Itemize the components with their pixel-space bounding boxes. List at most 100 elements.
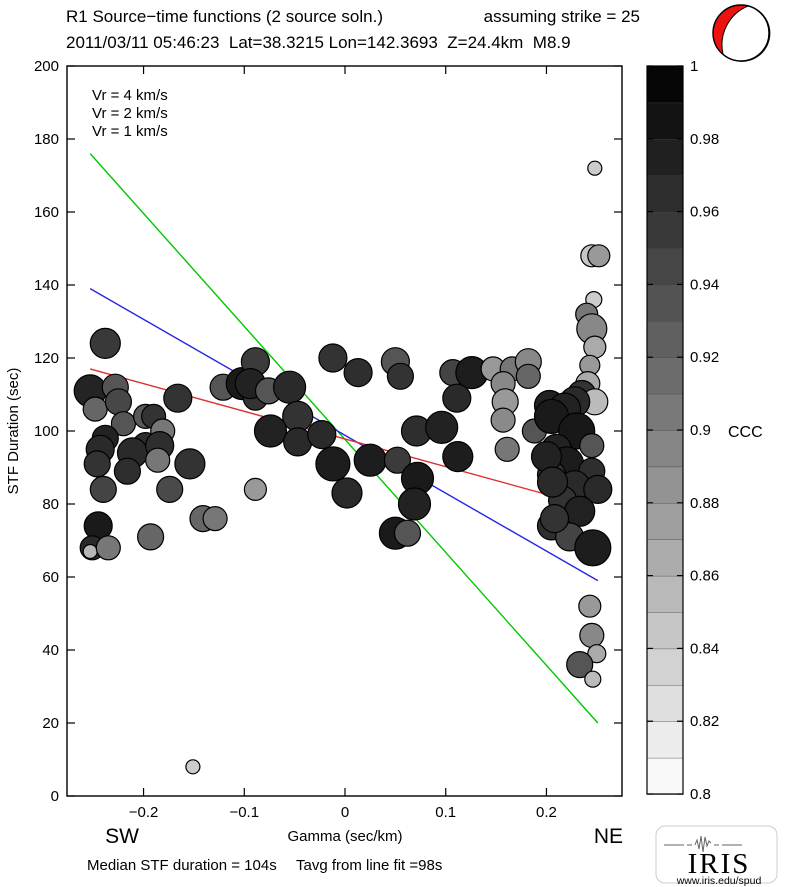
colorbar-bin: [646, 721, 684, 759]
y-tick-label: 100: [34, 423, 59, 440]
scatter-point: [579, 433, 605, 459]
iris-logo: IRIS www.iris.edu/spud: [655, 825, 778, 887]
colorbar-bin: [646, 757, 684, 795]
y-tick-label: 140: [34, 277, 59, 294]
scatter-point: [386, 362, 414, 390]
colorbar-tick-label: 1: [690, 58, 698, 75]
colorbar-tick-label: 0.88: [690, 495, 719, 512]
scatter-point: [95, 535, 121, 561]
scatter-point: [145, 447, 171, 473]
chart-title: R1 Source−time functions (2 source soln.…: [66, 7, 383, 26]
colorbar-bin: [646, 284, 684, 322]
scatter-point: [442, 441, 474, 473]
scatter-point: [587, 160, 603, 176]
scatter-point: [425, 410, 459, 444]
y-tick-label: 120: [34, 350, 59, 367]
ne-annotation: NE: [594, 825, 623, 848]
scatter-point: [185, 759, 201, 775]
footer-median-stat: Median STF duration = 104s: [87, 857, 277, 874]
scatter-point: [82, 396, 108, 422]
colorbar-bin: [646, 429, 684, 468]
scatter-point: [273, 370, 307, 404]
colorbar-bin: [646, 648, 684, 686]
y-tick-label: 0: [51, 788, 59, 805]
scatter-point: [566, 650, 594, 679]
colorbar-bin: [646, 539, 684, 577]
scatter-point: [574, 529, 612, 567]
scatter-point: [530, 441, 563, 473]
beachball-icon: [712, 4, 771, 62]
colorbar-bin: [646, 247, 684, 286]
y-tick-label: 80: [42, 496, 59, 513]
scatter-point: [163, 383, 193, 413]
chart-title-right: assuming strike = 25: [484, 7, 640, 26]
scatter-point: [583, 335, 607, 359]
scatter-point: [156, 475, 184, 503]
colorbar-tick-label: 0.8: [690, 786, 711, 803]
scatter-point: [490, 407, 516, 433]
colorbar-bin: [646, 357, 684, 395]
scatter-point: [587, 244, 611, 268]
legend-entry: Vr = 2 km/s: [92, 105, 168, 122]
colorbar-bin: [646, 65, 684, 104]
scatter-point: [331, 477, 363, 509]
colorbar-tick-label: 0.9: [690, 422, 711, 439]
scatter-point: [579, 622, 605, 649]
scatter-point: [83, 450, 111, 478]
scatter-point: [584, 670, 602, 688]
y-axis-label: STF Duration (sec): [5, 368, 22, 495]
colorbar-bin: [646, 684, 684, 722]
scatter-point: [343, 358, 373, 388]
scatter-point: [282, 400, 314, 432]
scatter-point: [113, 457, 142, 485]
sw-annotation: SW: [105, 825, 139, 848]
scatter-point: [578, 594, 602, 618]
colorbar-bin: [646, 174, 684, 213]
colorbar-bin: [646, 102, 684, 140]
x-tick-label: 0.1: [435, 804, 456, 821]
scatter-point: [353, 443, 387, 477]
colorbar-tick-label: 0.94: [690, 276, 719, 293]
colorbar-bin: [646, 502, 684, 540]
scatter-point: [515, 363, 541, 389]
seismogram-icon: [664, 835, 742, 853]
scatter-point: [137, 523, 165, 551]
scatter-point: [494, 436, 520, 462]
scatter-point: [383, 446, 411, 474]
scatter-point: [174, 448, 206, 480]
x-tick-label: 0: [341, 804, 349, 821]
x-tick-label: 0.2: [536, 804, 557, 821]
iris-logo-url: www.iris.edu/spud: [676, 875, 762, 887]
colorbar-tick-label: 0.84: [690, 640, 719, 657]
scatter-point: [89, 327, 121, 359]
colorbar-bin: [646, 466, 684, 504]
scatter-point: [243, 477, 267, 501]
colorbar-tick-label: 0.82: [690, 713, 719, 730]
scatter-point: [583, 474, 613, 504]
footer-tavg-stat: Tavg from line fit =98s: [296, 857, 442, 874]
colorbar-bin: [646, 393, 684, 431]
colorbar-bin: [646, 575, 684, 613]
scatter-point: [253, 414, 288, 448]
scatter-point: [315, 446, 351, 482]
scatter-point: [318, 343, 348, 373]
y-tick-label: 200: [34, 58, 59, 75]
legend-entry: Vr = 4 km/s: [92, 87, 168, 104]
colorbar-bin: [646, 611, 684, 650]
scatter-point: [104, 388, 133, 416]
colorbar-tick-label: 0.96: [690, 204, 719, 221]
scatter-point: [442, 383, 472, 413]
scatter-point: [202, 505, 228, 532]
scatter-point: [536, 466, 569, 498]
y-tick-label: 60: [42, 569, 59, 586]
x-tick-label: −0.2: [129, 804, 159, 821]
x-axis-label: Gamma (sec/km): [287, 828, 402, 845]
y-tick-label: 160: [34, 204, 59, 221]
chart-subtitle: 2011/03/11 05:46:23 Lat=38.3215 Lon=142.…: [66, 33, 571, 52]
colorbar-tick-label: 0.98: [690, 131, 719, 148]
y-tick-label: 20: [42, 715, 59, 732]
iris-logo-text: IRIS: [688, 848, 751, 880]
colorbar-label: CCC: [728, 424, 763, 441]
